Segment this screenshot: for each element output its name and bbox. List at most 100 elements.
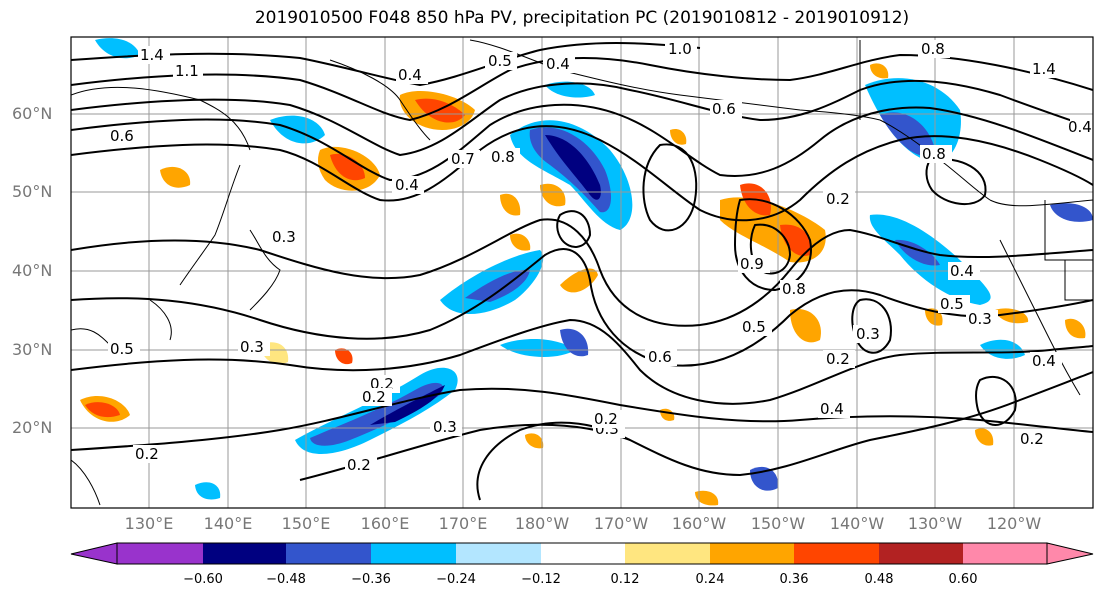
pos-precip-area	[85, 402, 120, 418]
pv-contour	[71, 103, 1093, 182]
lon-label-150e: 150°E	[281, 514, 331, 533]
neg-precip-area	[500, 338, 575, 357]
pos-precip-area	[540, 183, 566, 207]
neg-precip-area	[545, 135, 601, 200]
coastline	[989, 199, 1093, 207]
lon-label-120w: 120°W	[986, 514, 1042, 533]
colorbar-swatch	[625, 543, 710, 564]
pos-precip-area	[790, 309, 821, 343]
colorbar-tick: 0.24	[695, 572, 725, 587]
colorbar-swatch	[203, 543, 286, 564]
contour-label: 0.2	[347, 456, 371, 474]
pv-contour	[556, 210, 592, 248]
contour-label: 0.6	[110, 127, 134, 145]
contour-label: 0.4	[820, 400, 844, 418]
lon-label-130w: 130°W	[907, 514, 963, 533]
pv-contours	[71, 42, 1093, 501]
coastlines	[71, 39, 1093, 506]
contour-label: 1.1	[175, 62, 199, 80]
contour-label: 0.5	[110, 340, 134, 358]
colorbar-swatch	[963, 543, 1047, 564]
lat-label-50n: 50°N	[12, 182, 53, 201]
pos-precip-area	[975, 428, 994, 446]
contour-label: 0.3	[240, 338, 264, 356]
pv-contour	[974, 375, 1017, 426]
pos-precip-area	[330, 153, 365, 181]
contour-label: 0.8	[491, 148, 515, 166]
lon-label-180w: 180°W	[514, 514, 570, 533]
contour-label: 0.3	[272, 228, 296, 246]
pv-contour	[71, 42, 701, 87]
colorbar-tick: 0.12	[610, 572, 640, 587]
contour-label: 0.2	[826, 190, 850, 208]
coastline	[71, 328, 111, 346]
colorbar-tick: 0.48	[864, 572, 894, 587]
pv-contour	[71, 318, 1093, 405]
colorbar-swatch	[794, 543, 879, 564]
colorbar-max-arrow	[1046, 542, 1094, 565]
contour-label: 0.4	[546, 55, 570, 73]
contour-label: 0.8	[782, 280, 806, 298]
pos-precip-area	[500, 193, 521, 216]
pv-contour	[71, 218, 1093, 327]
colorbar-min-arrow	[70, 542, 118, 565]
neg-precip-area	[195, 482, 221, 500]
neg-precip-area	[310, 382, 444, 446]
contour-label: 0.3	[433, 418, 457, 436]
pos-precip-area	[415, 98, 465, 123]
contour-label: 0.2	[135, 445, 159, 463]
pv-contour	[299, 371, 1093, 481]
coastline	[1044, 200, 1093, 261]
contour-label: 0.6	[648, 348, 672, 366]
colorbar-swatch	[879, 543, 963, 564]
neg-precip-area	[370, 385, 445, 425]
contour-label: 1.0	[668, 40, 692, 58]
contour-label: 0.2	[362, 388, 386, 406]
neg-precip-area	[980, 339, 1025, 359]
lat-label-20n: 20°N	[12, 418, 53, 437]
coastline	[249, 229, 281, 311]
contour-label: 0.4	[395, 176, 419, 194]
contour-label: 0.6	[712, 100, 736, 118]
contour-labels: 1.4 1.1 1.0 0.5 0.4 0.8 0.6 0.7 0.8 0.4 …	[108, 40, 1102, 474]
pos-precip-area	[160, 166, 191, 188]
pv-contour	[642, 143, 698, 232]
contour-label: 0.5	[488, 52, 512, 70]
contour-label: 0.9	[740, 255, 764, 273]
pv-contour	[71, 53, 1093, 122]
lon-label-130e: 130°E	[124, 514, 174, 533]
contour-label: 0.4	[950, 262, 974, 280]
lat-label-60n: 60°N	[12, 104, 53, 123]
contour-label: 0.3	[968, 310, 992, 328]
contour-label: 0.7	[451, 150, 475, 168]
pv-contour	[71, 248, 1093, 367]
pos-precip-area	[670, 128, 687, 145]
map-frame	[70, 36, 1094, 509]
contour-label: 0.2	[1020, 430, 1044, 448]
neg-precip-area	[545, 81, 595, 98]
colorbar-swatch	[371, 543, 456, 564]
pos-precip-area	[660, 408, 675, 421]
lon-label-160e: 160°E	[360, 514, 410, 533]
neg-precip-area	[560, 328, 589, 357]
contour-label: 0.2	[594, 410, 618, 428]
pos-precip-area	[780, 224, 811, 256]
contour-label: 0.8	[922, 145, 946, 163]
pos-precip-area	[335, 348, 353, 365]
coastline	[999, 239, 1081, 396]
pos-precip-area	[525, 433, 544, 449]
pos-precip-area	[510, 233, 531, 251]
colorbar-swatch	[710, 543, 794, 564]
colorbar-tick: −0.24	[436, 572, 476, 587]
colorbar-tick: −0.12	[521, 572, 561, 587]
neg-precip-area	[95, 38, 140, 59]
colorbar-tick: −0.60	[183, 572, 223, 587]
contour-label: 0.4	[1032, 352, 1056, 370]
coastline	[149, 299, 172, 341]
pos-precip-area	[870, 63, 889, 79]
pv-contour	[925, 158, 987, 206]
lon-label-170e: 170°E	[438, 514, 488, 533]
contour-label: 0.5	[940, 295, 964, 313]
contour-label: 0.8	[921, 40, 945, 58]
